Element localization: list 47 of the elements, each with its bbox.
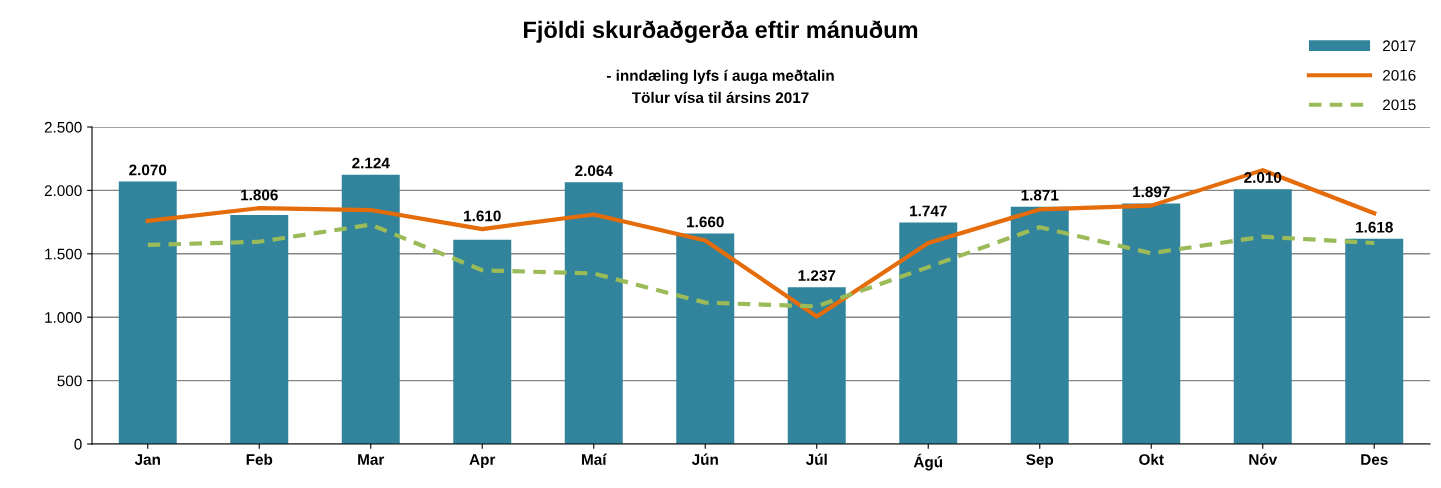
x-tick-label: Okt [1139,453,1164,465]
data-label: 1.747 [910,205,947,217]
x-tick-label: Júl [805,453,827,465]
x-tick-label: Nóv [1249,453,1278,465]
legend-label: 2015 [1383,99,1416,111]
chart-title: Fjöldi skurðaðgerða eftir mánuðum [524,20,918,43]
y-tick-label: 1.000 [45,312,82,323]
bar [341,174,400,444]
x-tick-label: Maí [582,453,607,465]
x-tick-label: Des [1361,454,1388,465]
data-label: 2.010 [1244,172,1282,183]
bar [453,239,512,444]
x-tick-label: Apr [469,454,496,468]
data-label: 1.237 [798,270,836,281]
y-tick-label: 0 [74,438,82,450]
data-label: 2.064 [575,165,613,177]
x-tick-label: Ágú [913,453,943,471]
x-tick-label: Feb [246,453,273,465]
bar [676,233,735,444]
bar [899,222,958,444]
bar [787,287,846,444]
y-tick-label: 2.500 [44,121,82,133]
data-label: 1.610 [464,210,501,222]
data-label: 1.618 [1356,221,1393,233]
data-label: 2.124 [352,157,390,169]
y-tick-label: 500 [57,375,82,387]
data-label: 2.070 [129,164,167,176]
data-label: 1.806 [241,189,278,201]
bar [564,182,623,444]
data-label: 1.897 [1133,186,1170,198]
x-tick-label: Mar [358,454,385,465]
bar [1010,206,1069,444]
legend-label: 2016 [1383,69,1416,81]
bar [118,181,177,444]
bar [1233,189,1292,444]
data-label: 1.871 [1021,189,1059,201]
y-tick-label: 2.000 [44,185,82,197]
chart-subtitle: - inndæling lyfs í auga meðtalin Tölur vísa til ársins 2017 [606,69,834,104]
x-tick-label: Jún [691,453,718,465]
x-tick-label: Jan [134,454,160,465]
bar [230,215,289,444]
legend-label: 2017 [1383,40,1416,52]
bar [1122,203,1181,444]
y-tick-label: 1.500 [45,248,82,260]
data-label: 1.660 [687,216,724,228]
x-tick-label: Sep [1026,454,1054,468]
bar [1345,238,1404,444]
